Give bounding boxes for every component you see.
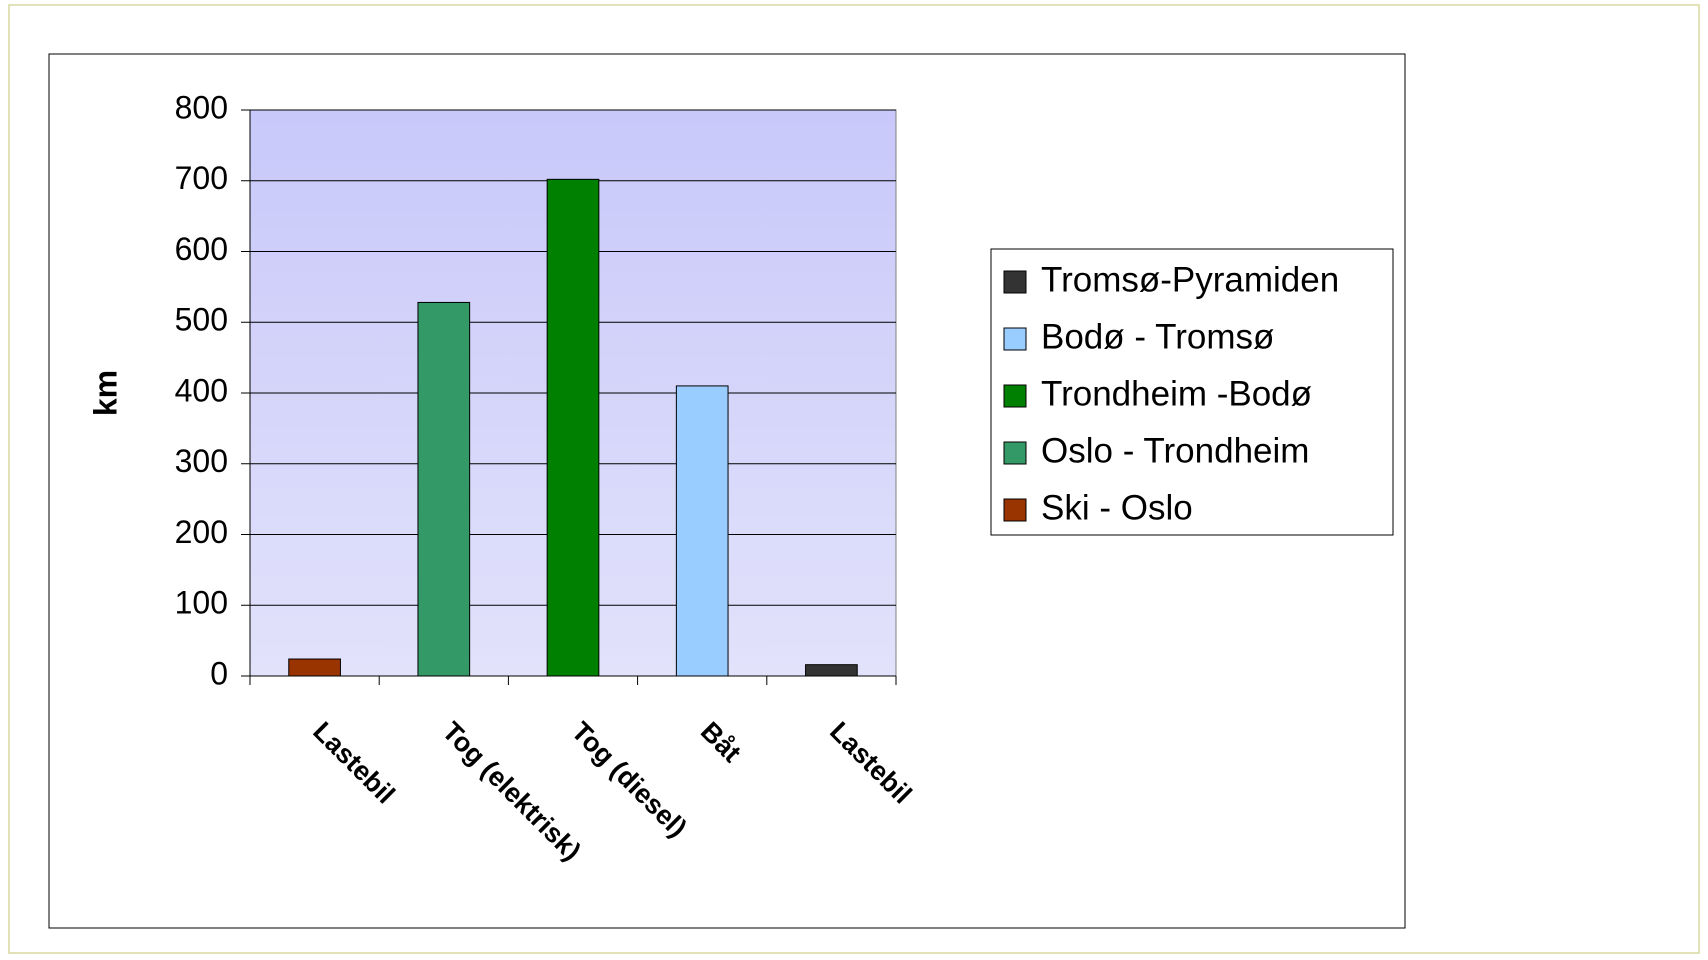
legend-label: Oslo - Trondheim: [1041, 431, 1309, 470]
bar: [546, 178, 600, 677]
y-tick-label: 700: [175, 160, 228, 196]
legend-swatch: [1003, 270, 1027, 294]
y-tick-label: 800: [175, 89, 228, 125]
y-axis-label: km: [87, 370, 123, 416]
bar: [288, 658, 341, 677]
legend-label: Bodø - Tromsø: [1041, 317, 1274, 356]
legend-swatch: [1003, 327, 1027, 351]
y-tick-label: 0: [210, 655, 228, 691]
legend-label: Ski - Oslo: [1041, 488, 1193, 527]
bar: [417, 301, 471, 677]
y-tick-label: 600: [175, 231, 228, 267]
y-tick-label: 400: [175, 372, 228, 408]
legend-label: Trondheim -Bodø: [1041, 374, 1312, 413]
y-tick-label: 200: [175, 514, 228, 550]
legend-swatch: [1003, 498, 1027, 522]
legend-label: Tromsø-Pyramiden: [1041, 260, 1339, 299]
bar: [805, 664, 858, 677]
bar: [675, 385, 729, 677]
legend-swatch: [1003, 384, 1027, 408]
legend: [990, 248, 1394, 536]
y-tick-label: 300: [175, 443, 228, 479]
y-tick-label: 500: [175, 302, 228, 338]
legend-swatch: [1003, 441, 1027, 465]
y-tick-label: 100: [175, 585, 228, 621]
